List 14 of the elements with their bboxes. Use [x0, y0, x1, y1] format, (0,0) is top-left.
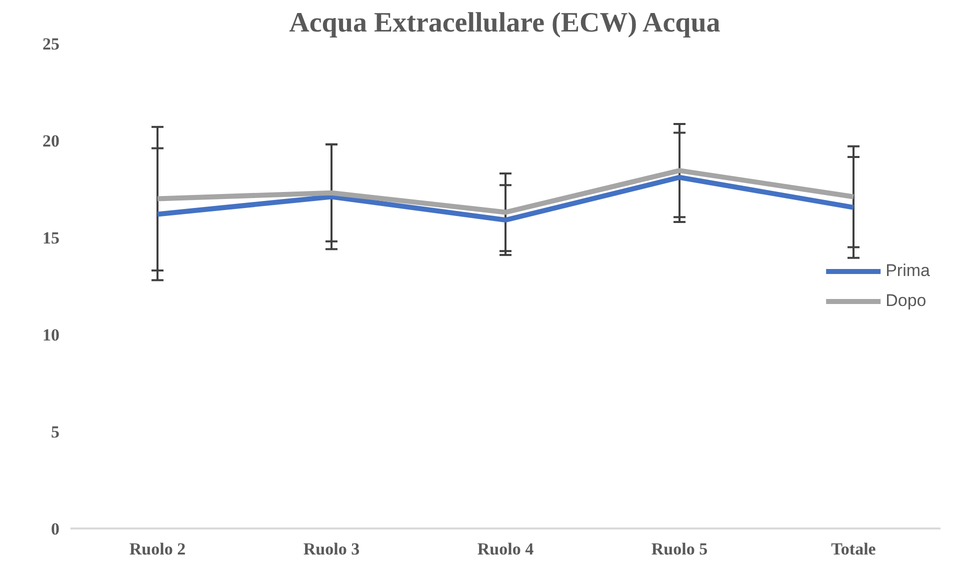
x-tick-label: Totale — [831, 540, 876, 558]
y-tick-label: 10 — [42, 326, 60, 344]
y-tick-label: 0 — [51, 520, 60, 538]
x-tick-label: Ruolo 4 — [477, 540, 534, 558]
x-tick-label: Ruolo 2 — [129, 540, 186, 558]
y-tick-label: 25 — [42, 34, 60, 54]
x-tick-label: Ruolo 3 — [303, 540, 360, 558]
legend-label: Dopo — [886, 290, 926, 310]
chart-title: Acqua Extracellulare (ECW) Acqua — [289, 8, 720, 38]
y-tick-label: 20 — [42, 132, 60, 150]
y-tick-label: 5 — [51, 422, 60, 442]
x-tick-label: Ruolo 5 — [651, 540, 708, 558]
legend-label: Prima — [886, 260, 930, 280]
y-tick-label: 15 — [42, 228, 60, 248]
